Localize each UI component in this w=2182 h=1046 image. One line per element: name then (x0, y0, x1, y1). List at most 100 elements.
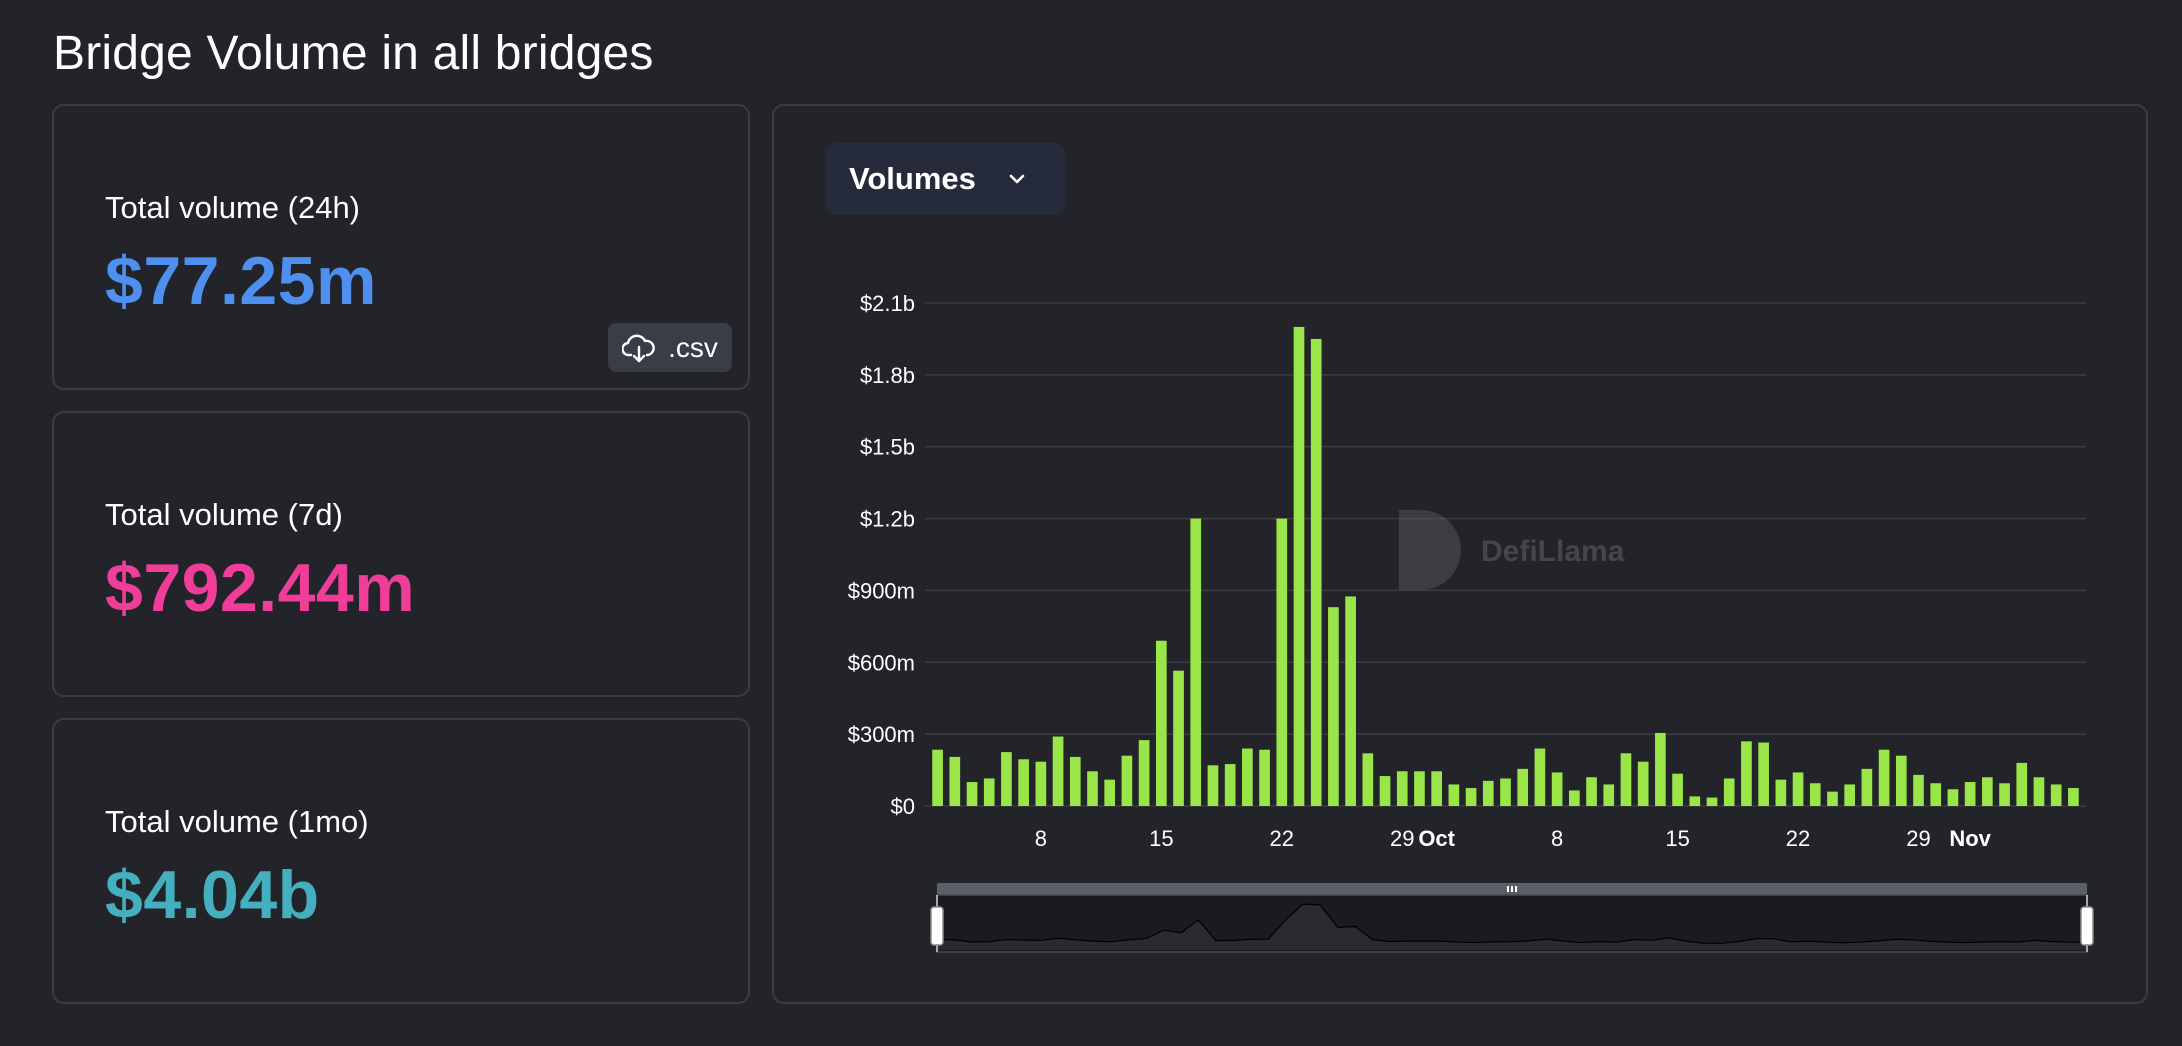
bar[interactable] (1758, 742, 1769, 806)
y-tick-label: $300m (848, 722, 915, 747)
bar[interactable] (983, 778, 995, 806)
bar[interactable] (1207, 765, 1219, 806)
bar[interactable] (1173, 670, 1184, 806)
x-tick-label: Oct (1418, 826, 1455, 851)
y-tick-label: $2.1b (860, 291, 915, 316)
bar[interactable] (1655, 732, 1666, 806)
bar[interactable] (1500, 778, 1511, 806)
chevron-down-icon (1009, 174, 1025, 184)
card-value: $77.25m (105, 243, 377, 319)
csv-button-label: .csv (668, 331, 718, 363)
card-label: Total volume (1mo) (105, 804, 369, 839)
bar[interactable] (1517, 768, 1529, 806)
bar[interactable] (1448, 784, 1460, 806)
bar[interactable] (1379, 776, 1391, 806)
bar[interactable] (1362, 753, 1374, 806)
bar[interactable] (1706, 797, 1718, 806)
bar[interactable] (1138, 740, 1150, 806)
bar[interactable] (2050, 784, 2062, 806)
y-tick-label: $1.2b (860, 507, 915, 532)
chart-panel: Volumes $0 $300m $600m $900m $1.2b $1.5b $1.8b… (772, 104, 2148, 1004)
bar[interactable] (1293, 326, 1305, 806)
bar[interactable] (1069, 756, 1081, 806)
bar[interactable] (1551, 772, 1563, 806)
y-tick-label: $600m (848, 650, 915, 675)
card-volume-24h: Total volume (24h) $77.25m .csv (52, 104, 750, 390)
bar[interactable] (1345, 596, 1356, 806)
bar[interactable] (1844, 784, 1856, 806)
y-tick-label: $900m (848, 578, 915, 603)
bar[interactable] (1276, 518, 1288, 806)
bar[interactable] (1482, 780, 1494, 806)
zoom-preview-line (936, 903, 2088, 944)
bar[interactable] (1121, 755, 1133, 806)
zoom-handle-right[interactable] (2080, 906, 2094, 946)
bar[interactable] (1775, 779, 1787, 806)
bar[interactable] (1465, 788, 1477, 806)
bar[interactable] (1414, 771, 1425, 806)
bar[interactable] (1689, 796, 1701, 806)
zoom-handle-left[interactable] (930, 906, 944, 946)
x-tick-label: 29 (1906, 826, 1930, 851)
x-tick-label: 8 (1551, 826, 1563, 851)
watermark-text: DefiLlama (1481, 535, 1625, 568)
csv-download-button[interactable]: .csv (608, 323, 732, 372)
bar[interactable] (1155, 640, 1167, 806)
bar[interactable] (1999, 783, 2010, 806)
bar[interactable] (1001, 752, 1012, 806)
bar[interactable] (1396, 771, 1408, 806)
bar[interactable] (1603, 784, 1615, 806)
bar[interactable] (1569, 790, 1580, 806)
bar[interactable] (1947, 789, 1959, 806)
cloud-download-icon (622, 334, 655, 362)
bar[interactable] (1259, 749, 1270, 806)
bar[interactable] (1104, 779, 1116, 806)
bar[interactable] (2016, 762, 2028, 806)
bar[interactable] (1809, 783, 1821, 806)
bar[interactable] (1827, 791, 1838, 806)
bar[interactable] (966, 782, 978, 806)
bar[interactable] (1035, 761, 1047, 806)
bar[interactable] (1982, 777, 1993, 806)
bar[interactable] (1878, 749, 1890, 806)
bar[interactable] (1534, 748, 1546, 806)
page-title: Bridge Volume in all bridges (53, 27, 654, 80)
bar[interactable] (1328, 607, 1339, 806)
bar[interactable] (1431, 771, 1442, 806)
bar[interactable] (1741, 741, 1752, 806)
bar[interactable] (1723, 778, 1735, 806)
bar[interactable] (1586, 777, 1597, 806)
defillama-watermark: DefiLlama (1399, 510, 1625, 590)
x-tick-label: 22 (1270, 826, 1294, 851)
bar[interactable] (2033, 777, 2045, 806)
x-tick-label: 8 (1035, 826, 1047, 851)
bar[interactable] (1052, 736, 1064, 806)
bar[interactable] (1792, 772, 1804, 806)
bar[interactable] (932, 749, 943, 806)
bar[interactable] (1620, 753, 1632, 806)
x-tick-label: 15 (1665, 826, 1689, 851)
bar[interactable] (1895, 755, 1907, 806)
chart-type-dropdown[interactable]: Volumes (825, 143, 1065, 215)
bar[interactable] (1930, 783, 1942, 806)
bar[interactable] (2068, 788, 2079, 806)
bar[interactable] (1018, 759, 1029, 806)
bar[interactable] (1087, 771, 1098, 806)
bar[interactable] (949, 756, 961, 806)
bar[interactable] (1964, 782, 1976, 806)
bar[interactable] (1310, 338, 1322, 806)
bar[interactable] (1913, 774, 1924, 806)
zoom-preview-area (937, 904, 2087, 950)
card-value: $792.44m (105, 550, 416, 626)
y-tick-label: $1.5b (860, 435, 915, 460)
bar[interactable] (1861, 768, 1873, 806)
bar[interactable] (1242, 748, 1253, 806)
x-tick-label: 22 (1786, 826, 1810, 851)
bar[interactable] (1190, 518, 1202, 806)
bar[interactable] (1224, 764, 1236, 806)
card-volume-1mo: Total volume (1mo) $4.04b (52, 718, 750, 1004)
bar[interactable] (1672, 773, 1683, 806)
volume-bar-chart: $0 $300m $600m $900m $1.2b $1.5b $1.8b $2.1b Def… (848, 291, 2094, 953)
card-label: Total volume (7d) (105, 497, 343, 532)
bar[interactable] (1637, 761, 1649, 806)
